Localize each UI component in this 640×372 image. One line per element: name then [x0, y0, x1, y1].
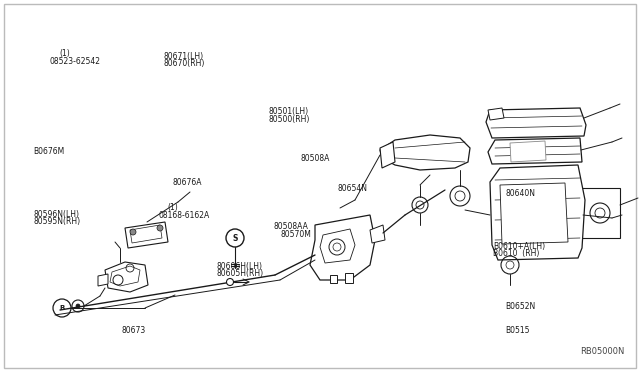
- Text: B0652N: B0652N: [506, 302, 536, 311]
- Polygon shape: [125, 222, 168, 248]
- Bar: [580, 188, 620, 238]
- Polygon shape: [486, 108, 586, 138]
- Polygon shape: [488, 138, 582, 164]
- Text: 80654N: 80654N: [338, 184, 368, 193]
- Polygon shape: [370, 225, 385, 243]
- Polygon shape: [105, 262, 148, 292]
- Text: 80640N: 80640N: [506, 189, 536, 198]
- Text: 80508AA: 80508AA: [274, 222, 308, 231]
- Polygon shape: [130, 225, 162, 243]
- Text: 80673: 80673: [122, 326, 146, 335]
- Polygon shape: [380, 135, 470, 170]
- Polygon shape: [320, 229, 355, 263]
- Polygon shape: [490, 165, 585, 260]
- Text: B: B: [60, 305, 65, 311]
- Text: S: S: [232, 234, 237, 243]
- Text: B0610  (RH): B0610 (RH): [493, 249, 539, 258]
- Text: (1): (1): [59, 49, 70, 58]
- Text: 80508A: 80508A: [301, 154, 330, 163]
- Text: B0676M: B0676M: [33, 147, 65, 156]
- Text: 80595N(RH): 80595N(RH): [33, 217, 81, 226]
- Polygon shape: [345, 273, 353, 283]
- Text: 08523-62542: 08523-62542: [50, 57, 101, 65]
- Circle shape: [157, 225, 163, 231]
- Text: 80596N(LH): 80596N(LH): [33, 210, 79, 219]
- Text: B0610+A(LH): B0610+A(LH): [493, 242, 545, 251]
- Polygon shape: [500, 183, 568, 244]
- Text: 80671(LH): 80671(LH): [163, 52, 204, 61]
- Circle shape: [227, 279, 234, 285]
- Text: 80501(LH): 80501(LH): [269, 107, 309, 116]
- Circle shape: [130, 229, 136, 235]
- Circle shape: [76, 304, 80, 308]
- Polygon shape: [310, 215, 375, 280]
- Text: 80676A: 80676A: [173, 178, 202, 187]
- Polygon shape: [510, 141, 546, 162]
- Polygon shape: [98, 274, 108, 286]
- Text: 80606H(LH): 80606H(LH): [216, 262, 262, 271]
- Text: 80500(RH): 80500(RH): [269, 115, 310, 124]
- Text: 80605H(RH): 80605H(RH): [216, 269, 264, 278]
- Text: 80670(RH): 80670(RH): [163, 60, 205, 68]
- Polygon shape: [380, 142, 395, 168]
- Text: 08168-6162A: 08168-6162A: [159, 211, 210, 219]
- Polygon shape: [110, 266, 140, 286]
- Polygon shape: [330, 275, 337, 283]
- Text: B0515: B0515: [506, 326, 530, 335]
- Polygon shape: [488, 108, 504, 120]
- Text: (1): (1): [168, 203, 179, 212]
- Text: 80570M: 80570M: [280, 230, 311, 239]
- Text: RB05000N: RB05000N: [580, 347, 625, 356]
